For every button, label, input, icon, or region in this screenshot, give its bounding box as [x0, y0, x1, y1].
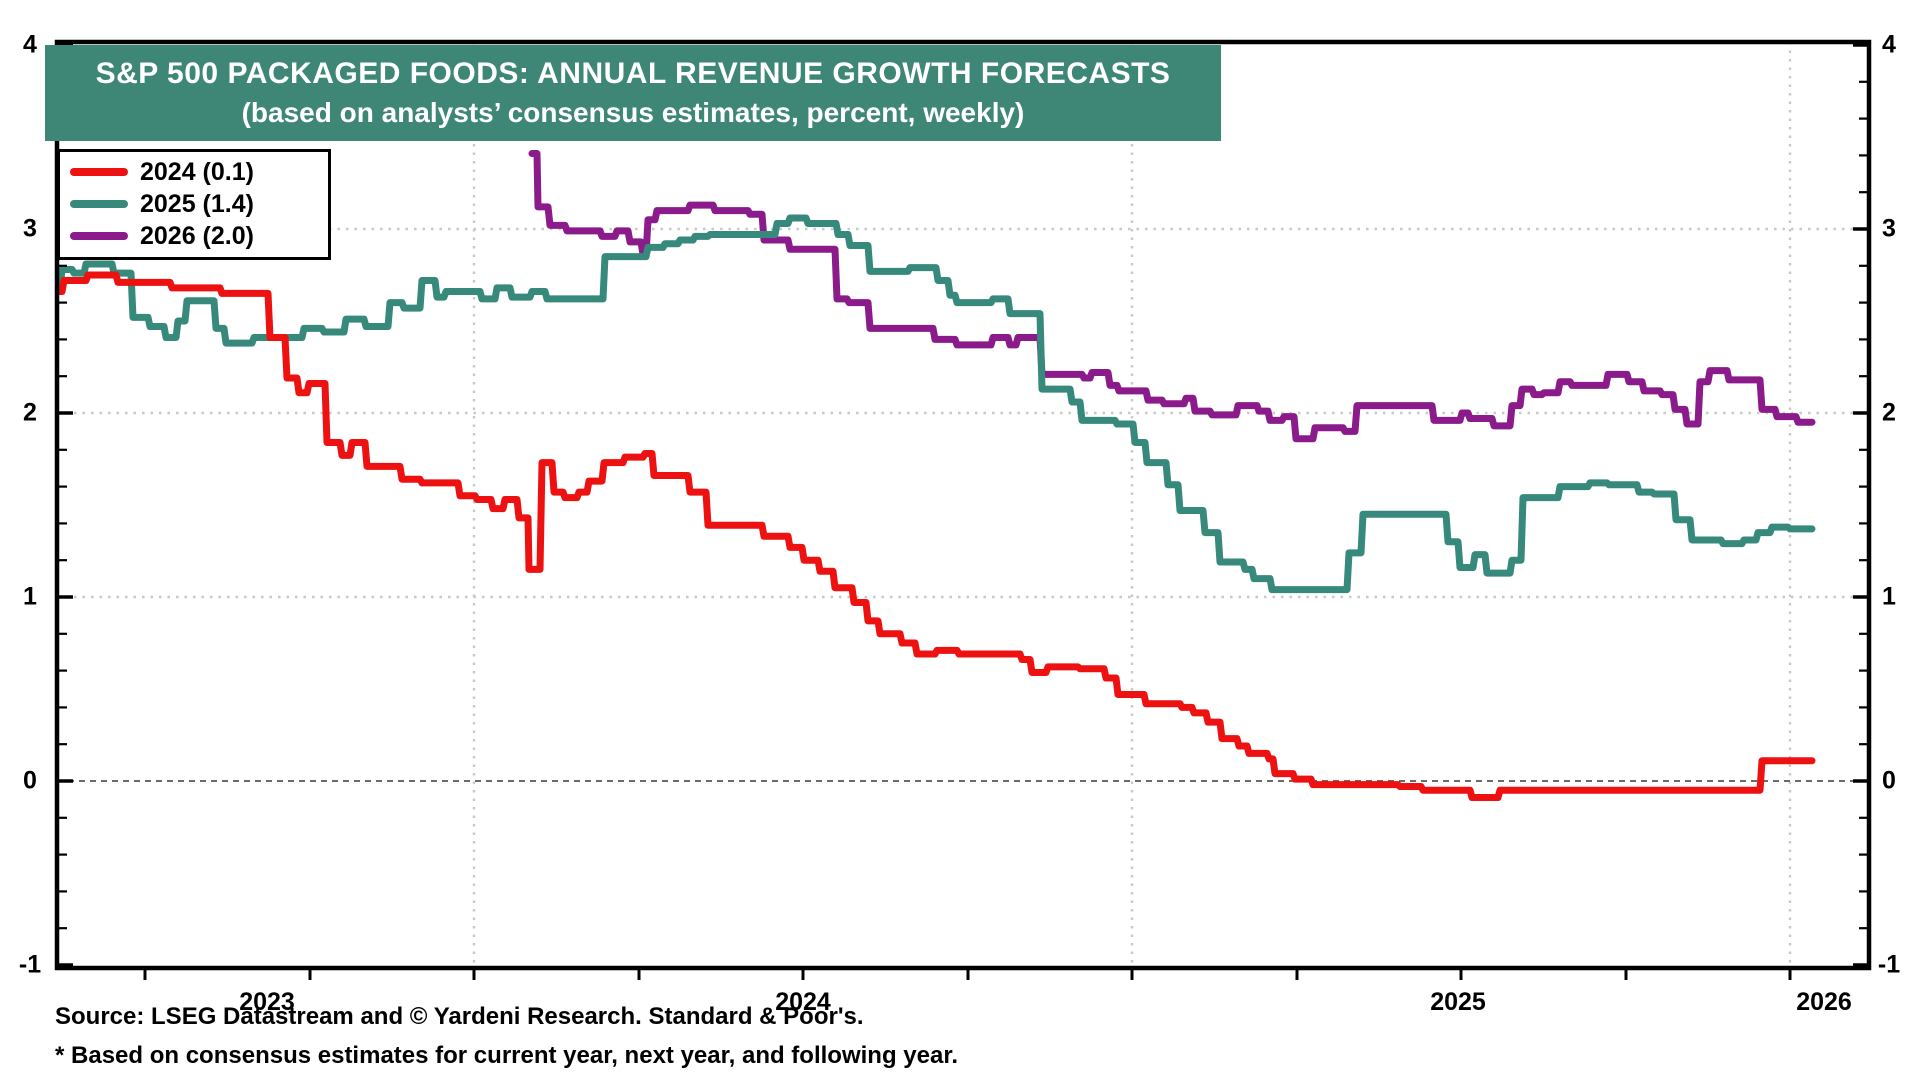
- footer: Source: LSEG Datastream and © Yardeni Re…: [55, 1003, 958, 1080]
- chart-subtitle: (based on analysts’ consensus estimates,…: [241, 97, 1025, 129]
- y-label-left-1: 1: [23, 582, 37, 611]
- plot-border: [54, 39, 1872, 971]
- y-label-right-3: 3: [1882, 214, 1896, 243]
- y-label-left-2: 2: [23, 398, 37, 427]
- x-label-2023: 2023: [239, 988, 295, 1016]
- y-label-right--1: -1: [1877, 950, 1901, 979]
- legend-label-2026: 2026 (2.0): [140, 221, 254, 250]
- y-label-right-4: 4: [1882, 30, 1896, 59]
- x-label-2026: 2026: [1796, 988, 1852, 1016]
- series-line-2025: [55, 214, 1816, 594]
- legend-swatch-2024: [70, 168, 128, 176]
- legend: 2024 (0.1) 2025 (1.4) 2026 (2.0): [57, 149, 331, 260]
- legend-item-2024: 2024 (0.1): [70, 157, 318, 186]
- series-line-2024: [55, 271, 1816, 802]
- series-line-2026: [528, 150, 1816, 443]
- x-label-2024: 2024: [775, 988, 831, 1016]
- y-label-left-3: 3: [23, 214, 37, 243]
- chart-title: S&P 500 PACKAGED FOODS: ANNUAL REVENUE G…: [95, 56, 1171, 90]
- legend-swatch-2025: [70, 200, 128, 208]
- y-label-right-2: 2: [1882, 398, 1896, 427]
- legend-label-2024: 2024 (0.1): [140, 157, 254, 186]
- method-note: * Based on consensus estimates for curre…: [55, 1042, 958, 1069]
- y-label-left--1: -1: [18, 950, 42, 979]
- legend-item-2026: 2026 (2.0): [70, 221, 318, 250]
- y-label-right-1: 1: [1882, 582, 1896, 611]
- legend-swatch-2026: [70, 232, 128, 240]
- y-label-left-4: 4: [23, 30, 37, 59]
- y-label-right-0: 0: [1882, 766, 1896, 795]
- y-label-left-0: 0: [23, 766, 37, 795]
- title-banner: S&P 500 PACKAGED FOODS: ANNUAL REVENUE G…: [45, 45, 1221, 141]
- legend-label-2025: 2025 (1.4): [140, 189, 254, 218]
- source-note: Source: LSEG Datastream and © Yardeni Re…: [55, 1003, 864, 1030]
- legend-item-2025: 2025 (1.4): [70, 189, 318, 218]
- x-label-2025: 2025: [1430, 988, 1486, 1016]
